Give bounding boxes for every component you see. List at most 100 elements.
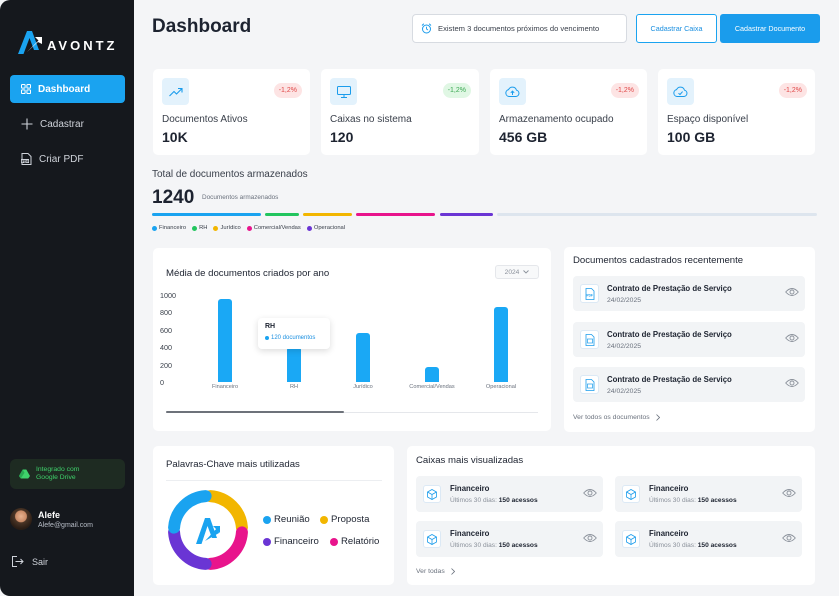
- eye-icon[interactable]: [785, 333, 799, 343]
- sidebar-item-criar-pdf[interactable]: PDF Criar PDF: [10, 145, 125, 173]
- stat-icon-box: [499, 78, 526, 105]
- doc-date: 24/02/2025: [607, 388, 642, 395]
- chart-bar[interactable]: [425, 367, 439, 382]
- box-subtitle: Últimos 30 dias: 150 acessos: [450, 497, 538, 504]
- logout-button[interactable]: Sair: [12, 556, 48, 567]
- keyword-legend-item: Reunião: [263, 514, 310, 525]
- doc-name: Contrato de Prestação de Serviço: [607, 330, 732, 339]
- box-icon: [427, 533, 437, 545]
- donut-slice[interactable]: [204, 490, 248, 534]
- doc-icon-box: [580, 375, 599, 394]
- legend-label: Proposta: [331, 514, 370, 525]
- box-name: Financeiro: [649, 484, 689, 493]
- x-tick-label: Comercial/Vendas: [409, 384, 455, 390]
- box-icon: [626, 488, 636, 500]
- y-tick-label: 400: [160, 343, 172, 353]
- box-name: Financeiro: [450, 484, 490, 493]
- brand-name: AVONTZ: [47, 37, 118, 53]
- google-drive-status[interactable]: Integrado com Google Drive: [10, 459, 125, 489]
- eye-icon[interactable]: [785, 378, 799, 388]
- box-icon: [427, 488, 437, 500]
- x-tick-label: Operacional: [485, 384, 517, 390]
- eye-icon[interactable]: [583, 533, 597, 543]
- sidebar: AVONTZ Dashboard Cadastrar PDF Criar P: [0, 0, 134, 596]
- legend-dot: [246, 225, 252, 231]
- view-all-boxes-link[interactable]: Ver todas: [416, 568, 455, 575]
- x-tick-label: RH: [289, 384, 299, 390]
- view-all-docs-link[interactable]: Ver todos os documentos: [573, 414, 660, 421]
- box-subtitle: Últimos 30 dias: 150 acessos: [649, 542, 737, 549]
- doc-name: Contrato de Prestação de Serviço: [607, 284, 732, 293]
- page-title: Dashboard: [152, 16, 252, 37]
- chart-bar[interactable]: [287, 347, 301, 382]
- donut-slice[interactable]: [168, 490, 212, 534]
- chart-bar[interactable]: [494, 307, 508, 382]
- cloud-upload-icon: [505, 86, 520, 97]
- list-item[interactable]: Contrato de Prestação de Serviço 24/02/2…: [573, 322, 805, 357]
- link-label: Ver todas: [416, 568, 445, 575]
- box-period: Últimos 30 dias:: [649, 542, 696, 549]
- list-item[interactable]: Financeiro Últimos 30 dias: 150 acessos: [416, 476, 603, 512]
- legend-dot: [192, 225, 198, 231]
- eye-icon[interactable]: [583, 488, 597, 498]
- stat-label: Espaço disponível: [667, 114, 749, 125]
- legend-dot: [213, 225, 219, 231]
- logout-icon: [12, 556, 24, 567]
- year-select[interactable]: 2024: [495, 265, 539, 279]
- progress-segment-rh: [265, 213, 299, 216]
- list-item[interactable]: Financeiro Últimos 30 dias: 150 acessos: [416, 521, 603, 557]
- legend-dot: [152, 225, 157, 231]
- sidebar-item-dashboard[interactable]: Dashboard: [10, 75, 125, 103]
- recent-docs-card: Documentos cadastrados recentemente PDF …: [564, 247, 815, 432]
- list-item[interactable]: Contrato de Prestação de Serviço 24/02/2…: [573, 367, 805, 402]
- box-name: Financeiro: [649, 529, 689, 538]
- brand-logo[interactable]: AVONTZ: [16, 28, 117, 56]
- stat-value: 10K: [162, 129, 188, 145]
- list-item[interactable]: Financeiro Últimos 30 dias: 150 acessos: [615, 521, 802, 557]
- eye-icon[interactable]: [782, 488, 796, 498]
- stat-label: Documentos Ativos: [162, 114, 248, 125]
- drive-text: Integrado com Google Drive: [36, 466, 79, 482]
- chevron-down-icon: [523, 270, 530, 274]
- svg-text:PDF: PDF: [586, 293, 592, 297]
- keywords-donut: [168, 490, 248, 570]
- legend-dot: [330, 537, 338, 546]
- stat-card-espaco: -1,2% Espaço disponível 100 GB: [658, 69, 815, 155]
- list-item[interactable]: Financeiro Últimos 30 dias: 150 acessos: [615, 476, 802, 512]
- progress-segment-remaining: [497, 213, 817, 216]
- chart-bar[interactable]: [356, 333, 370, 382]
- doc-date: 24/02/2025: [607, 297, 642, 304]
- chart-bar[interactable]: [218, 299, 232, 382]
- doc-date: 24/02/2025: [607, 343, 642, 350]
- chart-scroll-track[interactable]: [166, 412, 538, 413]
- year-select-value: 2024: [504, 268, 520, 276]
- legend-item: Jurídico: [213, 225, 241, 231]
- logo-mark-icon: [18, 31, 42, 54]
- stat-value: 100 GB: [667, 129, 716, 145]
- donut-slice[interactable]: [204, 526, 248, 570]
- expiry-alert[interactable]: Existem 3 documentos próximos do vencime…: [412, 14, 627, 43]
- box-count: 150 acessos: [697, 497, 737, 504]
- legend-item: Comercial/Vendas: [246, 225, 301, 231]
- tooltip-value: 120 documentos: [271, 335, 316, 341]
- cadastrar-documento-button[interactable]: Cadastrar Documento: [720, 14, 820, 43]
- eye-icon[interactable]: [782, 533, 796, 543]
- avatar: [10, 508, 32, 530]
- chart-scroll-thumb[interactable]: [166, 411, 344, 413]
- tooltip-value-row: 120 documentos: [265, 335, 315, 341]
- eye-icon[interactable]: [785, 287, 799, 297]
- donut-slice[interactable]: [168, 526, 212, 570]
- sidebar-item-cadastrar[interactable]: Cadastrar: [10, 110, 125, 138]
- logout-label: Sair: [32, 556, 49, 567]
- totals-legend: Financeiro RH Jurídico Comercial/Vendas …: [152, 225, 351, 231]
- link-label: Ver todos os documentos: [573, 414, 650, 421]
- user-profile[interactable]: Alefe Alefe@gmail.com: [10, 508, 93, 530]
- boxes-title: Caixas mais visualizadas: [416, 455, 524, 466]
- stat-icon-box: [162, 78, 189, 105]
- cadastrar-caixa-button[interactable]: Cadastrar Caixa: [636, 14, 717, 43]
- total-docs-title: Total de documentos armazenados: [152, 169, 308, 180]
- stat-badge: -1,2%: [442, 83, 471, 98]
- alert-text: Existem 3 documentos próximos do vencime…: [438, 24, 600, 33]
- list-item[interactable]: PDF Contrato de Prestação de Serviço 24/…: [573, 276, 805, 311]
